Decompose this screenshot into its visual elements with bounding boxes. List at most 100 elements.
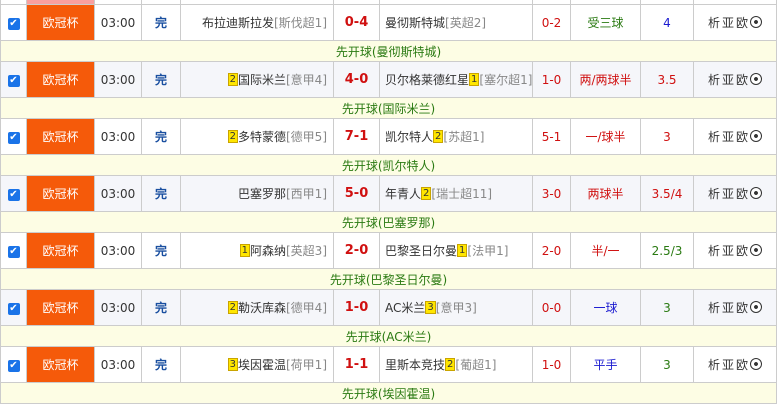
analysis-link[interactable]: 析	[707, 130, 720, 144]
football-icon[interactable]	[750, 358, 763, 370]
match-status: 完	[141, 289, 181, 326]
analysis-link[interactable]: 析	[707, 187, 720, 201]
asian-odds-link[interactable]: 亚	[721, 187, 734, 201]
total-goals: 3	[640, 118, 694, 155]
football-icon[interactable]	[750, 73, 763, 85]
euro-odds-link[interactable]: 欧	[736, 301, 749, 315]
football-icon[interactable]	[750, 244, 763, 256]
league-cell[interactable]: 欧冠杯	[26, 289, 95, 326]
full-score[interactable]: 5-0	[333, 175, 380, 212]
euro-odds-link[interactable]: 欧	[736, 244, 749, 258]
asian-odds-link[interactable]: 亚	[721, 16, 734, 30]
away-rank: [瑞士超11]	[431, 187, 493, 201]
match-row: ✔ 欧冠杯 03:00 完 布拉迪斯拉发[斯伐超1] 0-4 曼彻斯特城[英超2…	[0, 4, 777, 41]
kickoff-row: 先开球(国际米兰)	[0, 97, 777, 119]
league-cell[interactable]: 欧冠杯	[26, 175, 95, 212]
euro-odds-link[interactable]: 欧	[736, 187, 749, 201]
asian-odds-link[interactable]: 亚	[721, 244, 734, 258]
match-status: 完	[141, 4, 181, 41]
home-rank: [英超3]	[286, 244, 327, 258]
total-goals: 3	[640, 346, 694, 383]
asian-odds-link[interactable]: 亚	[721, 301, 734, 315]
match-row: ✔ 欧冠杯 03:00 完 2 勒沃库森[德甲4] 1-0 AC米兰 3 [意甲3] …	[0, 289, 777, 326]
away-team[interactable]: 贝尔格莱德红星	[385, 73, 470, 87]
away-team[interactable]: 里斯本竞技	[385, 358, 446, 372]
match-time: 03:00	[94, 232, 142, 269]
football-icon[interactable]	[750, 301, 763, 313]
home-team[interactable]: 勒沃库森	[237, 301, 286, 315]
select-checkbox[interactable]: ✔	[7, 132, 20, 144]
away-rank: [塞尔超1]	[479, 73, 533, 87]
select-checkbox[interactable]: ✔	[7, 360, 20, 372]
full-score[interactable]: 4-0	[333, 61, 380, 98]
home-team-cell: 2 国际米兰[意甲4]	[180, 61, 334, 98]
home-badge: 2	[227, 130, 238, 143]
home-team-cell: 3 埃因霍温[荷甲1]	[180, 346, 334, 383]
kickoff-row: 先开球(巴黎圣日尔曼)	[0, 268, 777, 290]
home-team[interactable]: 阿森纳	[249, 244, 286, 258]
analysis-link[interactable]: 析	[707, 73, 720, 87]
select-checkbox[interactable]: ✔	[7, 75, 20, 87]
home-team[interactable]: 布拉迪斯拉发	[201, 16, 274, 30]
select-checkbox[interactable]: ✔	[7, 303, 20, 315]
full-score[interactable]: 2-0	[333, 232, 380, 269]
home-team[interactable]: 多特蒙德	[237, 130, 286, 144]
home-rank: [西甲1]	[286, 187, 327, 201]
full-score[interactable]: 1-1	[333, 346, 380, 383]
away-team[interactable]: 凯尔特人	[385, 130, 434, 144]
league-cell[interactable]: 欧冠杯	[26, 118, 95, 155]
match-status: 完	[141, 175, 181, 212]
football-icon[interactable]	[750, 130, 763, 142]
match-row: ✔ 欧冠杯 03:00 完 2 国际米兰[意甲4] 4-0 贝尔格莱德红星 1 [塞尔…	[0, 61, 777, 98]
asian-odds-link[interactable]: 亚	[721, 358, 734, 372]
select-checkbox[interactable]: ✔	[7, 189, 20, 201]
euro-odds-link[interactable]: 欧	[736, 130, 749, 144]
home-team[interactable]: 国际米兰	[237, 73, 286, 87]
analysis-link[interactable]: 析	[707, 16, 720, 30]
analysis-link[interactable]: 析	[707, 301, 720, 315]
half-score: 0-0	[532, 289, 571, 326]
euro-odds-link[interactable]: 欧	[736, 16, 749, 30]
handicap: 受三球	[570, 4, 641, 41]
away-rank: [苏超1]	[443, 130, 485, 144]
home-team-cell: 2 多特蒙德[德甲5]	[180, 118, 334, 155]
home-team[interactable]: 埃因霍温	[237, 358, 286, 372]
league-cell[interactable]: 欧冠杯	[26, 346, 95, 383]
league-cell[interactable]: 欧冠杯	[26, 232, 95, 269]
away-rank: [法甲1]	[467, 244, 509, 258]
football-icon[interactable]	[750, 187, 763, 199]
handicap: 半/一	[570, 232, 641, 269]
analysis-link[interactable]: 析	[707, 244, 720, 258]
league-cell[interactable]: 欧冠杯	[26, 61, 95, 98]
select-checkbox[interactable]: ✔	[7, 246, 20, 258]
home-team[interactable]: 巴塞罗那	[237, 187, 286, 201]
full-score[interactable]: 1-0	[333, 289, 380, 326]
total-goals: 3	[640, 289, 694, 326]
half-score: 5-1	[532, 118, 571, 155]
handicap: 两球半	[570, 175, 641, 212]
away-team[interactable]: 曼彻斯特城	[385, 16, 446, 30]
away-team-cell: 年青人 2 [瑞士超11]	[379, 175, 533, 212]
kickoff-info: 先开球(巴塞罗那)	[0, 211, 777, 233]
half-score: 2-0	[532, 232, 571, 269]
full-score[interactable]: 0-4	[333, 4, 380, 41]
asian-odds-link[interactable]: 亚	[721, 130, 734, 144]
full-score[interactable]: 7-1	[333, 118, 380, 155]
away-team[interactable]: 巴黎圣日尔曼	[385, 244, 458, 258]
league-cell[interactable]: 欧冠杯	[26, 4, 95, 41]
euro-odds-link[interactable]: 欧	[736, 73, 749, 87]
select-checkbox[interactable]: ✔	[7, 18, 20, 30]
links-cell: 析亚欧	[693, 4, 777, 41]
match-status: 完	[141, 346, 181, 383]
football-icon[interactable]	[750, 16, 763, 28]
links-cell: 析亚欧	[693, 61, 777, 98]
links-cell: 析亚欧	[693, 118, 777, 155]
handicap: 一球	[570, 289, 641, 326]
away-team[interactable]: 年青人	[385, 187, 422, 201]
euro-odds-link[interactable]: 欧	[736, 358, 749, 372]
asian-odds-link[interactable]: 亚	[721, 73, 734, 87]
home-badge: 2	[227, 73, 238, 86]
away-team[interactable]: AC米兰	[385, 301, 426, 315]
away-team-cell: 曼彻斯特城[英超2]	[379, 4, 533, 41]
analysis-link[interactable]: 析	[707, 358, 720, 372]
